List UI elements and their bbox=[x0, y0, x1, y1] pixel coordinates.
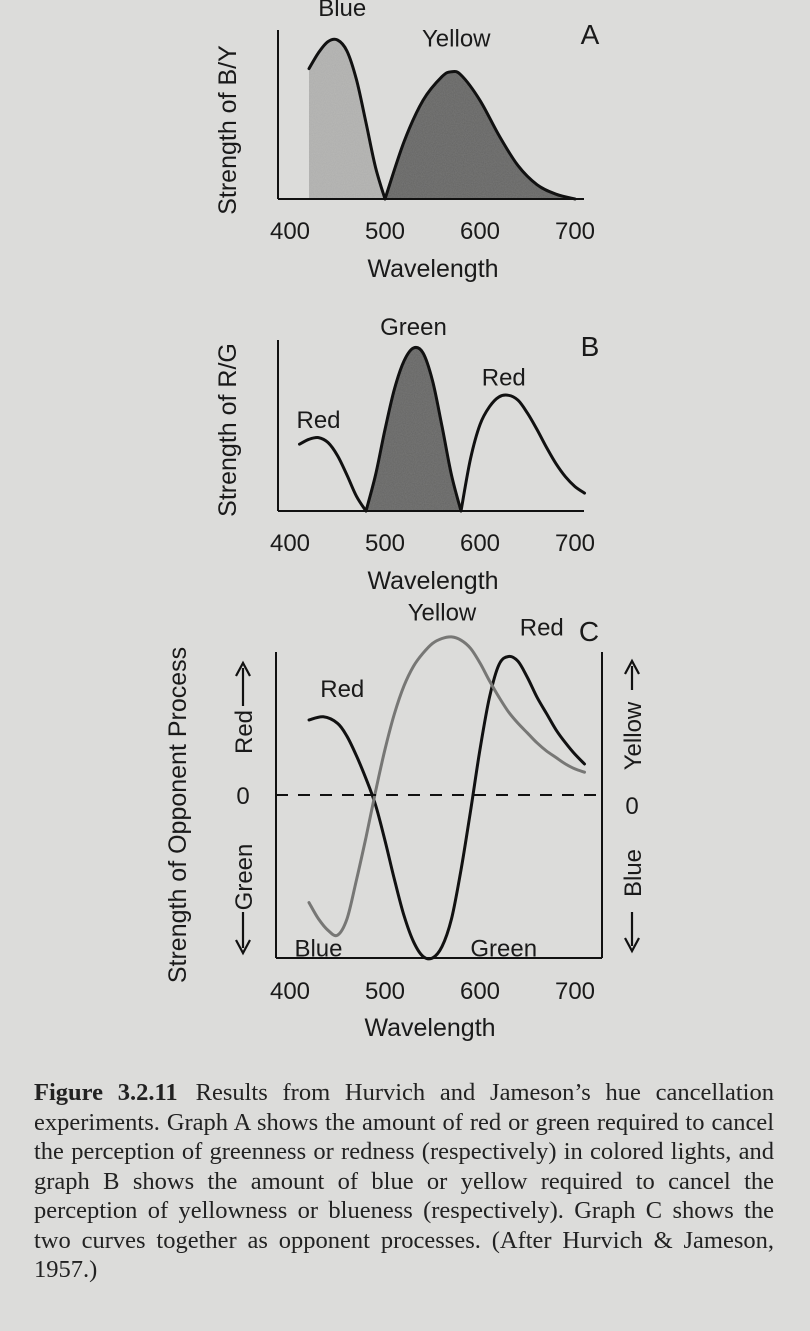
panel-b-tick-500: 500 bbox=[365, 530, 405, 557]
panel-b-tick-700: 700 bbox=[555, 530, 595, 557]
panel-b-tick-600: 600 bbox=[460, 530, 500, 557]
panel-a-xlabel: Wavelength bbox=[367, 255, 498, 283]
panel-c-right-yellow-label: Yellow bbox=[620, 701, 647, 770]
panel-c-curve-labels: Red Yellow Red Blue Green bbox=[294, 600, 563, 963]
panel-c-label-red-2: Red bbox=[520, 614, 564, 641]
panel-a-yellow-curve-1 bbox=[383, 69, 577, 201]
panel-a-yellow-area-1 bbox=[385, 71, 575, 199]
panel-b-curves bbox=[298, 345, 586, 513]
arrow-down-icon bbox=[624, 912, 640, 954]
panel-c-red-green-curve-0 bbox=[307, 654, 586, 961]
panel-c-label-blue-3: Blue bbox=[294, 935, 342, 962]
arrow-up-icon bbox=[235, 660, 251, 706]
panel-b-letter: B bbox=[581, 331, 600, 362]
panel-c-chart: 400 500 600 700 Red Yellow Red Blue Green C Wav… bbox=[164, 600, 647, 1042]
panel-c-tick-400: 400 bbox=[270, 978, 310, 1005]
panel-b-green-area-1 bbox=[366, 347, 461, 511]
panel-a-label-blue-0: Blue bbox=[318, 0, 366, 22]
panel-c-tick-700: 700 bbox=[555, 978, 595, 1005]
panel-b-red-curve-0 bbox=[298, 435, 368, 513]
panel-a-blue-area-0 bbox=[309, 39, 385, 199]
panel-c-left-green-label: Green bbox=[231, 844, 258, 911]
panel-c-xlabel: Wavelength bbox=[364, 1014, 495, 1042]
panel-c-right-zero: 0 bbox=[625, 793, 638, 820]
panel-a-curve-labels: Blue Yellow bbox=[318, 0, 491, 52]
panel-a-tick-500: 500 bbox=[365, 218, 405, 245]
panel-a-ylabel: Strength of B/Y bbox=[214, 45, 242, 215]
panel-c-yellow-blue-curve-1 bbox=[307, 635, 586, 938]
panel-a-chart: 400 500 600 700 Blue Yellow A Wavelength Str… bbox=[214, 0, 600, 283]
panel-b-curve-labels: Red Green Red bbox=[296, 314, 525, 434]
arrow-down-icon bbox=[235, 912, 251, 956]
figure-caption: Figure 3.2.11 Results from Hurvich and Ja… bbox=[34, 1078, 774, 1285]
arrow-up-icon bbox=[624, 658, 640, 690]
figure-number: Figure 3.2.11 bbox=[34, 1079, 178, 1106]
panel-a-letter: A bbox=[581, 19, 600, 50]
panel-b-xlabel: Wavelength bbox=[367, 567, 498, 595]
panel-a-blue-curve-0 bbox=[307, 37, 387, 201]
panel-a-tick-600: 600 bbox=[460, 218, 500, 245]
panel-b-label-green-1: Green bbox=[380, 314, 447, 341]
panel-b-label-red-0: Red bbox=[296, 407, 340, 434]
panel-b-green-curve-1 bbox=[364, 345, 463, 513]
caption-text: Results from Hurvich and Jameson’s hue c… bbox=[34, 1079, 774, 1283]
panel-a-curves bbox=[307, 37, 577, 201]
panel-c-letter: C bbox=[579, 616, 599, 647]
panel-c-label-red-0: Red bbox=[320, 676, 364, 703]
panel-b-tick-labels: 400 500 600 700 bbox=[270, 530, 595, 557]
panel-c-ylabel: Strength of Opponent Process bbox=[164, 647, 192, 983]
panel-a-areas bbox=[309, 39, 575, 199]
panel-b-chart: 400 500 600 700 Red Green Red B Wavelength St… bbox=[214, 314, 599, 595]
panel-c-label-green-4: Green bbox=[470, 935, 537, 962]
panel-c-curves bbox=[307, 635, 586, 961]
panel-b-ylabel: Strength of R/G bbox=[214, 343, 242, 517]
panel-c-tick-labels: 400 500 600 700 bbox=[270, 978, 595, 1005]
panel-a-tick-labels: 400 500 600 700 bbox=[270, 218, 595, 245]
panel-a-tick-400: 400 bbox=[270, 218, 310, 245]
panel-c-right-blue-label: Blue bbox=[620, 849, 647, 897]
panel-b-red-curve-2 bbox=[459, 393, 586, 513]
panel-b-label-red-2: Red bbox=[482, 364, 526, 391]
panel-c-tick-500: 500 bbox=[365, 978, 405, 1005]
figure-canvas: 400 500 600 700 Blue Yellow A Wavelength Str… bbox=[164, 0, 647, 1042]
panel-a-tick-700: 700 bbox=[555, 218, 595, 245]
panel-c-label-yellow-1: Yellow bbox=[408, 600, 477, 627]
panel-a-label-yellow-1: Yellow bbox=[422, 25, 491, 52]
panel-b-areas bbox=[366, 347, 461, 511]
panel-c-left-zero: 0 bbox=[236, 783, 249, 810]
panel-c-tick-600: 600 bbox=[460, 978, 500, 1005]
panel-c-left-red-label: Red bbox=[231, 710, 258, 754]
panel-b-tick-400: 400 bbox=[270, 530, 310, 557]
